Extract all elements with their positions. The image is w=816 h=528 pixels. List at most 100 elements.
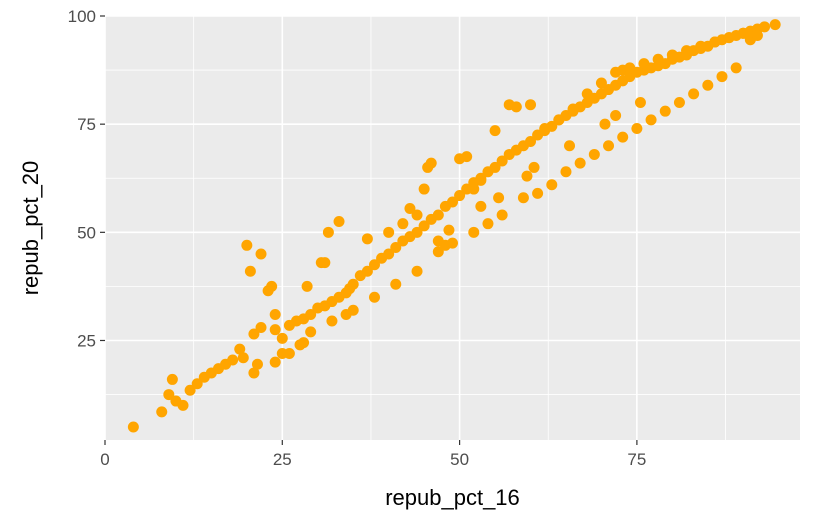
data-point [489, 125, 501, 137]
data-point [652, 53, 664, 65]
major-gridlines [104, 15, 800, 440]
data-point [237, 352, 249, 364]
data-point [751, 29, 763, 41]
data-point [517, 192, 529, 204]
data-point [177, 399, 189, 411]
data-point [404, 203, 416, 215]
data-point [397, 218, 409, 230]
data-point [418, 183, 430, 195]
minor-gridlines [105, 16, 800, 440]
data-point [411, 226, 423, 238]
data-point [553, 114, 565, 126]
data-point [595, 77, 607, 89]
axis-ticks [100, 15, 638, 445]
data-point [528, 161, 540, 173]
x-tick-label: 75 [627, 450, 646, 469]
data-point [344, 283, 356, 295]
data-point [383, 226, 395, 238]
x-axis-title: repub_pct_16 [385, 485, 520, 510]
x-axis-tick-labels: 0 25 50 75 [100, 450, 646, 469]
data-point [248, 367, 260, 379]
data-point [709, 36, 721, 48]
data-point [599, 118, 611, 130]
data-point [347, 304, 359, 316]
data-point [539, 122, 551, 134]
data-point [418, 220, 430, 232]
data-point [666, 49, 678, 61]
data-point [156, 406, 168, 418]
data-point [227, 354, 239, 366]
data-point [269, 324, 281, 336]
data-point [496, 209, 508, 221]
data-point [603, 140, 615, 152]
data-point [525, 99, 537, 111]
data-point [248, 328, 260, 340]
data-point [723, 32, 735, 44]
data-point [269, 309, 281, 321]
data-points [127, 19, 781, 433]
data-point [305, 309, 317, 321]
data-point [730, 62, 742, 74]
data-point [269, 356, 281, 368]
x-tick-label: 50 [450, 450, 469, 469]
data-point [432, 209, 444, 221]
data-point [560, 166, 572, 178]
data-point [432, 235, 444, 247]
data-point [294, 339, 306, 351]
data-point [702, 79, 714, 91]
data-point [127, 421, 139, 433]
data-point [234, 343, 246, 355]
data-point [163, 389, 175, 401]
data-point [688, 88, 700, 100]
data-point [631, 122, 643, 134]
data-point [546, 179, 558, 191]
data-point [673, 97, 685, 109]
data-point [588, 148, 600, 160]
data-point [383, 248, 395, 260]
data-point [447, 237, 458, 249]
data-point [532, 187, 544, 199]
data-point [251, 358, 263, 370]
x-tick-label: 25 [273, 450, 292, 469]
data-point [769, 19, 781, 31]
data-point [361, 233, 373, 245]
data-point [411, 209, 423, 221]
data-point [681, 45, 693, 57]
data-point [581, 88, 593, 100]
y-tick-label: 100 [68, 7, 96, 26]
data-point [322, 226, 334, 238]
data-point [624, 62, 636, 74]
data-point [521, 170, 533, 182]
data-point [482, 218, 494, 230]
data-point [390, 278, 402, 290]
data-point [496, 155, 508, 167]
data-point [361, 265, 373, 277]
data-point [319, 257, 331, 269]
data-point [276, 332, 288, 344]
data-point [468, 183, 480, 195]
data-point [510, 101, 522, 113]
data-point [493, 192, 505, 204]
data-point [638, 58, 650, 70]
data-point [255, 322, 267, 334]
data-point [475, 174, 487, 186]
data-point [634, 97, 646, 109]
y-tick-label: 75 [77, 115, 96, 134]
data-point [244, 265, 256, 277]
data-point [283, 347, 295, 359]
data-point [191, 378, 203, 390]
data-point [266, 280, 278, 292]
data-point [659, 105, 671, 117]
y-axis-tick-labels: 25 50 75 100 [68, 7, 96, 350]
data-point [645, 114, 657, 126]
data-point [443, 224, 455, 236]
data-point [567, 103, 579, 115]
data-point [326, 315, 338, 327]
data-point [255, 248, 267, 260]
data-point [241, 239, 253, 251]
data-point [737, 27, 749, 39]
data-point [695, 40, 707, 52]
data-point [564, 140, 576, 152]
data-point [610, 110, 622, 122]
